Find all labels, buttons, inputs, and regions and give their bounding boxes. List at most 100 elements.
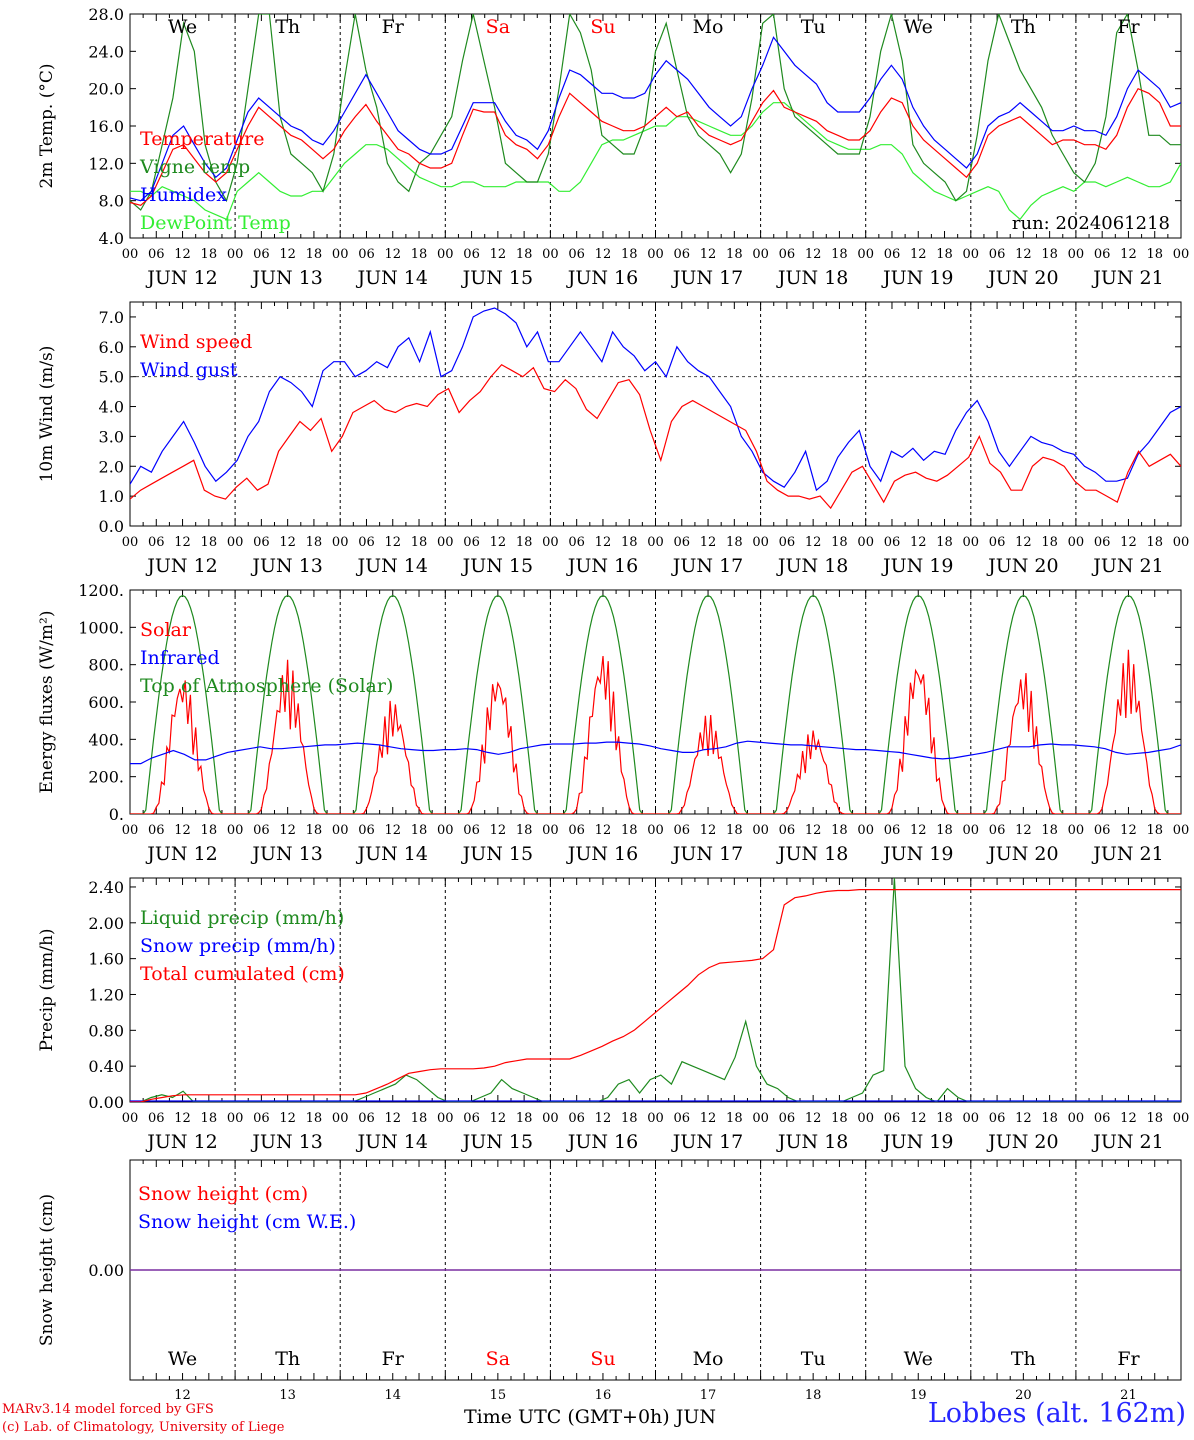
hour-label: 12 [910, 535, 927, 550]
hour-label: 06 [358, 1111, 375, 1126]
hour-label: 00 [752, 823, 769, 838]
hour-label: 12 [279, 1111, 296, 1126]
hour-label: 06 [884, 247, 901, 262]
y-tick-label: 1.20 [88, 985, 124, 1004]
day-name: Mo [693, 1348, 724, 1370]
day-name: Th [1011, 1348, 1036, 1370]
date-label: JUN 16 [566, 843, 638, 865]
day-number: 16 [595, 1388, 612, 1403]
date-label: JUN 18 [776, 267, 848, 289]
station-label: Lobbes (alt. 162m) [927, 1398, 1186, 1429]
hour-label: 18 [306, 247, 323, 262]
y-tick-label: 600. [88, 693, 124, 712]
hour-label: 18 [201, 1111, 218, 1126]
hour-label: 00 [647, 535, 664, 550]
hour-label: 18 [1146, 1111, 1163, 1126]
hour-label: 18 [1146, 247, 1163, 262]
y-tick-label: 16.0 [88, 117, 124, 136]
y-tick-label: 1.60 [88, 950, 124, 969]
y-tick-label: 1200. [78, 581, 124, 600]
date-label: JUN 16 [566, 555, 638, 577]
hour-label: 18 [831, 535, 848, 550]
hour-label: 18 [621, 823, 638, 838]
y-tick-label: 0.0 [99, 517, 124, 536]
hour-label: 18 [306, 535, 323, 550]
hour-label: 12 [805, 535, 822, 550]
date-label: JUN 14 [356, 843, 428, 865]
hour-label: 00 [122, 1111, 139, 1126]
hour-label: 06 [463, 1111, 480, 1126]
hour-label: 00 [647, 823, 664, 838]
date-label: JUN 15 [461, 843, 533, 865]
hour-label: 12 [700, 1111, 717, 1126]
y-tick-label: 6.0 [99, 338, 124, 357]
hour-label: 00 [857, 823, 874, 838]
hour-label: 06 [463, 535, 480, 550]
date-label: JUN 14 [356, 555, 428, 577]
hour-label: 00 [963, 247, 980, 262]
hour-label: 12 [700, 535, 717, 550]
hour-label: 12 [490, 247, 507, 262]
hour-label: 06 [253, 535, 270, 550]
hour-label: 00 [122, 535, 139, 550]
day-name: Sa [486, 16, 510, 38]
y-tick-label: 8.0 [99, 192, 124, 211]
hour-label: 06 [253, 247, 270, 262]
hour-label: 18 [1041, 823, 1058, 838]
credit-line-2: (c) Lab. of Climatology, University of L… [2, 1420, 285, 1435]
y-tick-label: 7.0 [99, 308, 124, 327]
hour-label: 06 [568, 247, 585, 262]
hour-label: 18 [726, 247, 743, 262]
hour-label: 06 [568, 535, 585, 550]
day-number: 19 [910, 1388, 927, 1403]
hour-label: 18 [306, 1111, 323, 1126]
day-name: We [168, 16, 197, 38]
hour-label: 00 [542, 247, 559, 262]
hour-label: 06 [674, 823, 691, 838]
hour-label: 00 [963, 535, 980, 550]
date-label: JUN 21 [1091, 1131, 1163, 1153]
date-label: JUN 17 [671, 843, 743, 865]
date-label: JUN 16 [566, 267, 638, 289]
hour-label: 06 [779, 247, 796, 262]
hour-label: 06 [1094, 247, 1111, 262]
hour-label: 06 [1094, 1111, 1111, 1126]
y-tick-label: 200. [88, 768, 124, 787]
day-number: 15 [490, 1388, 507, 1403]
legend-entry: Wind speed [140, 331, 252, 353]
hour-label: 06 [674, 535, 691, 550]
hour-label: 06 [148, 823, 165, 838]
hour-label: 12 [1015, 247, 1032, 262]
date-label: JUN 15 [461, 267, 533, 289]
hour-label: 00 [752, 247, 769, 262]
hour-label: 00 [1173, 823, 1190, 838]
hour-label: 00 [227, 1111, 244, 1126]
day-number: 18 [805, 1388, 822, 1403]
series-line-wind-speed [130, 363, 1181, 510]
legend-entry: Temperature [140, 128, 264, 150]
date-label: JUN 19 [881, 843, 953, 865]
y-tick-label: 28.0 [88, 5, 124, 24]
legend-entry: Wind gust [140, 359, 238, 381]
date-label: JUN 20 [986, 843, 1058, 865]
series-line-humidex [130, 36, 1181, 202]
y-tick-label: 0.00 [88, 1093, 124, 1112]
series-line-total-cumulated [130, 888, 1181, 1102]
y-tick-label: 0.00 [88, 1261, 124, 1280]
hour-label: 06 [674, 247, 691, 262]
date-label: JUN 17 [671, 1131, 743, 1153]
hour-label: 18 [936, 247, 953, 262]
y-tick-label: 2.0 [99, 457, 124, 476]
date-label: JUN 17 [671, 267, 743, 289]
hour-label: 12 [910, 823, 927, 838]
y-tick-label: 0. [109, 805, 124, 824]
hour-label: 12 [700, 247, 717, 262]
hour-label: 18 [621, 1111, 638, 1126]
day-number: 12 [174, 1388, 191, 1403]
date-label: JUN 13 [250, 555, 322, 577]
hour-label: 00 [227, 535, 244, 550]
day-name: Sa [486, 1348, 510, 1370]
hour-label: 12 [700, 823, 717, 838]
credit-line-1: MARv3.14 model forced by GFS [2, 1402, 214, 1417]
day-name: Fr [382, 1348, 405, 1370]
